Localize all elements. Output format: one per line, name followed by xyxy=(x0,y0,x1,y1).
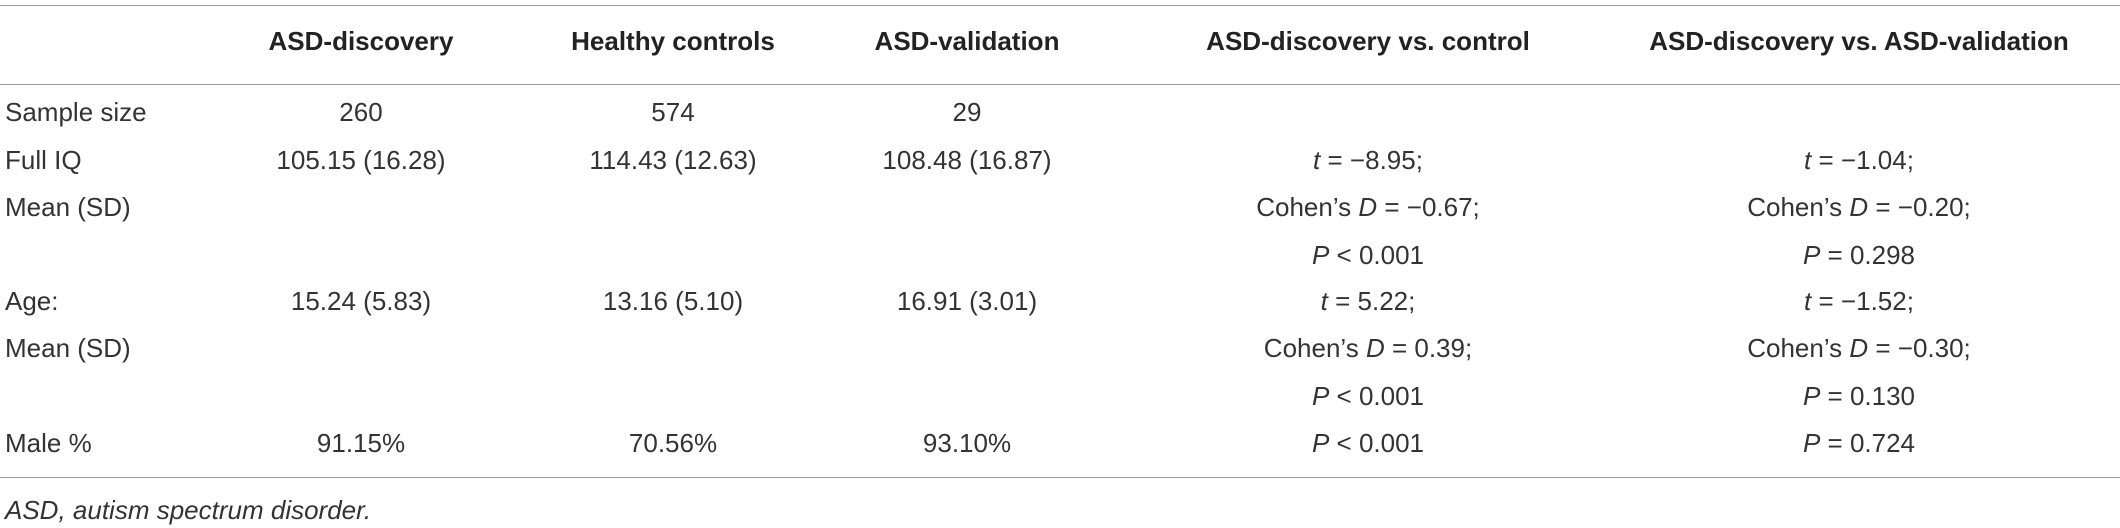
stat-value: < 0.001 xyxy=(1329,239,1425,270)
test-statistic: t = −1.52; xyxy=(1804,285,1914,317)
test-statistic: t = 5.22; xyxy=(1321,285,1416,317)
value-cell: 29 xyxy=(952,97,982,127)
value-cell: 15.24 (5.83) xyxy=(290,286,432,316)
top-rule xyxy=(0,5,2120,6)
test-statistic: t = −1.04; xyxy=(1804,144,1914,176)
stat-value: = 0.39; xyxy=(1384,333,1473,364)
stat-value: < 0.001 xyxy=(1329,380,1425,411)
stat-prefix: Cohen’s xyxy=(1263,333,1366,364)
stat-value: = 5.22; xyxy=(1327,286,1416,316)
test-statistic: P = 0.724 xyxy=(1803,427,1915,459)
value-cell: 105.15 (16.28) xyxy=(276,145,446,175)
stat-variable: t xyxy=(1313,145,1321,175)
test-statistic: Cohen’s D = −0.67; xyxy=(1256,191,1480,223)
stat-prefix: Cohen’s xyxy=(1747,192,1850,223)
stat-variable: D xyxy=(1358,192,1378,223)
stat-value: < 0.001 xyxy=(1329,428,1425,458)
value-cell: 13.16 (5.10) xyxy=(602,286,744,316)
stat-value: = 0.724 xyxy=(1820,428,1916,458)
column-header: ASD-validation xyxy=(874,26,1060,56)
stat-variable: t xyxy=(1804,145,1812,175)
stat-variable: P xyxy=(1802,239,1821,270)
stat-value: = −0.67; xyxy=(1377,192,1480,223)
value-cell: 108.48 (16.87) xyxy=(882,145,1052,175)
stat-variable: P xyxy=(1311,380,1330,411)
stat-variable: D xyxy=(1365,333,1385,364)
stat-variable: P xyxy=(1802,380,1821,411)
header-rule xyxy=(0,84,2120,85)
value-cell: 91.15% xyxy=(316,428,406,458)
row-label: Full IQ xyxy=(5,145,82,175)
row-label: Mean (SD) xyxy=(5,333,131,364)
column-header: ASD-discovery xyxy=(268,26,454,56)
stat-value: = −1.52; xyxy=(1811,286,1914,316)
stat-prefix: Cohen’s xyxy=(1256,192,1359,223)
test-statistic: Cohen’s D = 0.39; xyxy=(1264,332,1472,364)
row-label: Mean (SD) xyxy=(5,192,131,223)
stat-value: = −0.20; xyxy=(1868,192,1971,223)
stat-prefix: Cohen’s xyxy=(1747,333,1850,364)
row-label: Male % xyxy=(5,428,92,458)
stat-variable: D xyxy=(1849,192,1869,223)
test-statistic: P < 0.001 xyxy=(1312,427,1424,459)
value-cell: 93.10% xyxy=(922,428,1012,458)
value-cell: 260 xyxy=(339,97,383,127)
stat-variable: D xyxy=(1849,333,1869,364)
footnote: ASD, autism spectrum disorder. xyxy=(5,495,372,525)
test-statistic: P < 0.001 xyxy=(1312,380,1424,412)
value-cell: 114.43 (12.63) xyxy=(589,145,757,175)
bottom-rule xyxy=(0,477,2120,478)
test-statistic: P = 0.298 xyxy=(1803,239,1915,271)
column-header: ASD-discovery vs. ASD-validation xyxy=(1649,26,2069,56)
stat-value: = −1.04; xyxy=(1811,145,1914,175)
stat-value: = −8.95; xyxy=(1320,145,1423,175)
row-label: Age: xyxy=(5,286,59,316)
value-cell: 70.56% xyxy=(628,428,718,458)
stat-variable: t xyxy=(1320,286,1328,316)
column-header: ASD-discovery vs. control xyxy=(1206,26,1530,56)
test-statistic: t = −8.95; xyxy=(1313,144,1423,176)
row-label: Sample size xyxy=(5,97,147,127)
stat-variable: P xyxy=(1802,428,1821,458)
test-statistic: P = 0.130 xyxy=(1803,380,1915,412)
stat-variable: P xyxy=(1311,239,1330,270)
test-statistic: Cohen’s D = −0.20; xyxy=(1747,191,1971,223)
stat-value: = −0.30; xyxy=(1868,333,1971,364)
value-cell: 574 xyxy=(651,97,695,127)
column-header: Healthy controls xyxy=(571,26,775,56)
stat-variable: t xyxy=(1804,286,1812,316)
test-statistic: Cohen’s D = −0.30; xyxy=(1747,332,1971,364)
value-cell: 16.91 (3.01) xyxy=(896,286,1038,316)
stat-variable: P xyxy=(1311,428,1330,458)
stat-value: = 0.130 xyxy=(1820,380,1916,411)
stat-value: = 0.298 xyxy=(1820,239,1916,270)
test-statistic: P < 0.001 xyxy=(1312,239,1424,271)
